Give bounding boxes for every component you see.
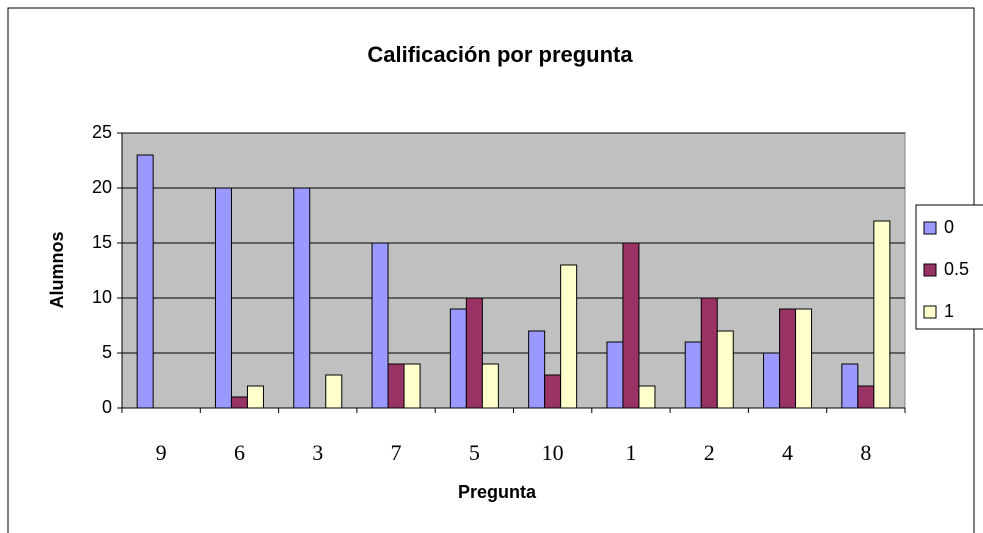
bar [325,374,343,409]
bar [403,363,421,409]
y-axis-label: Alumnos [47,231,67,308]
x-tick-label: 8 [860,440,871,465]
x-axis-label: Pregunta [458,482,537,502]
bar [449,308,467,409]
bar [528,330,546,409]
bar [638,385,656,409]
legend-label: 0.5 [944,259,969,279]
y-tick-label: 15 [92,232,112,252]
chart-title: Calificación por pregunta [367,42,633,67]
bar [763,352,781,409]
bar [560,264,578,409]
x-tick-label: 6 [234,440,245,465]
x-tick-label: 9 [156,440,167,465]
bar [465,297,483,409]
bar [684,341,702,409]
y-tick-label: 5 [102,342,112,362]
x-tick-label: 3 [312,440,323,465]
y-tick-label: 0 [102,397,112,417]
x-tick-label: 5 [469,440,480,465]
x-tick-label: 10 [542,440,564,465]
bar [246,385,264,409]
bar [544,374,562,409]
bar [779,308,797,409]
bar [481,363,499,409]
bar [136,154,154,409]
x-tick-label: 7 [391,440,402,465]
legend-swatch [923,263,937,277]
bar [873,220,891,409]
bar [716,330,734,409]
bar [606,341,624,409]
bar [371,242,389,409]
bar [841,363,859,409]
bar [387,363,405,409]
y-tick-label: 25 [92,122,112,142]
x-tick-label: 1 [625,440,636,465]
bar [214,187,232,409]
legend-label: 0 [944,217,954,237]
y-tick-label: 10 [92,287,112,307]
legend-swatch [923,305,937,319]
x-tick-label: 4 [782,440,793,465]
bar [622,242,640,409]
x-tick-label: 2 [704,440,715,465]
bar [700,297,718,409]
y-tick-label: 20 [92,177,112,197]
bar [293,187,311,409]
bar [230,396,248,409]
legend-swatch [923,221,937,235]
bar [857,385,875,409]
bar [795,308,813,409]
legend-label: 1 [944,301,954,321]
